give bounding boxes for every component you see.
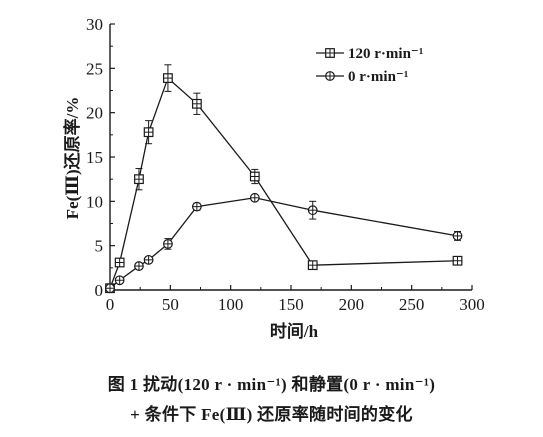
y-tick-label: 25	[86, 59, 103, 78]
y-tick-label: 0	[95, 281, 104, 300]
data-point	[307, 260, 318, 271]
y-tick-label: 20	[86, 104, 103, 123]
figure-caption-line-2: + 条件下 Fe(Ⅲ) 还原率随时间的变化	[130, 405, 413, 424]
legend-marker	[325, 48, 335, 58]
x-axis-title: 时间/h	[270, 321, 319, 341]
series-2	[105, 192, 463, 294]
series-1	[105, 64, 463, 294]
data-point	[307, 205, 318, 216]
legend-entry-1: 120 r·min⁻¹	[316, 46, 423, 62]
data-point	[249, 171, 260, 182]
data-point	[191, 201, 202, 212]
legend-marker	[325, 71, 335, 81]
data-point	[163, 73, 173, 83]
legend-label: 0 r·min⁻¹	[348, 69, 408, 85]
x-tick-label: 0	[106, 295, 115, 314]
data-point	[143, 127, 154, 138]
x-tick-label: 150	[278, 295, 304, 314]
y-tick-label: 10	[86, 192, 103, 211]
data-point	[134, 174, 144, 185]
data-point	[114, 275, 125, 286]
legend-entry-2: 0 r·min⁻¹	[316, 69, 408, 85]
data-point	[249, 192, 260, 203]
x-tick-label: 200	[339, 295, 365, 314]
y-axis-title: Fe(Ⅲ)还原率/%	[62, 97, 82, 220]
data-point	[105, 283, 115, 294]
data-point	[452, 255, 463, 266]
data-point	[114, 257, 125, 268]
chart-legend: 120 r·min⁻¹ 0 r·min⁻¹	[316, 46, 423, 85]
y-tick-label: 15	[86, 148, 103, 167]
x-tick-label: 100	[218, 295, 244, 314]
figure-caption-line-1: 图 1 扰动(120 r · min⁻¹) 和静置(0 r · min⁻¹)	[107, 375, 436, 394]
data-point	[452, 231, 463, 241]
x-tick-label: 50	[162, 295, 179, 314]
series-line	[109, 76, 458, 289]
x-tick-label: 250	[399, 295, 425, 314]
y-tick-label: 30	[86, 15, 103, 34]
x-tick-label: 300	[459, 295, 485, 314]
data-point	[134, 261, 144, 271]
chart-series-layer	[105, 64, 463, 294]
legend-label: 120 r·min⁻¹	[348, 46, 423, 62]
data-point	[143, 254, 154, 265]
y-tick-label: 5	[95, 237, 104, 256]
data-point	[191, 98, 202, 109]
data-point	[163, 238, 173, 249]
series-line	[109, 197, 458, 289]
